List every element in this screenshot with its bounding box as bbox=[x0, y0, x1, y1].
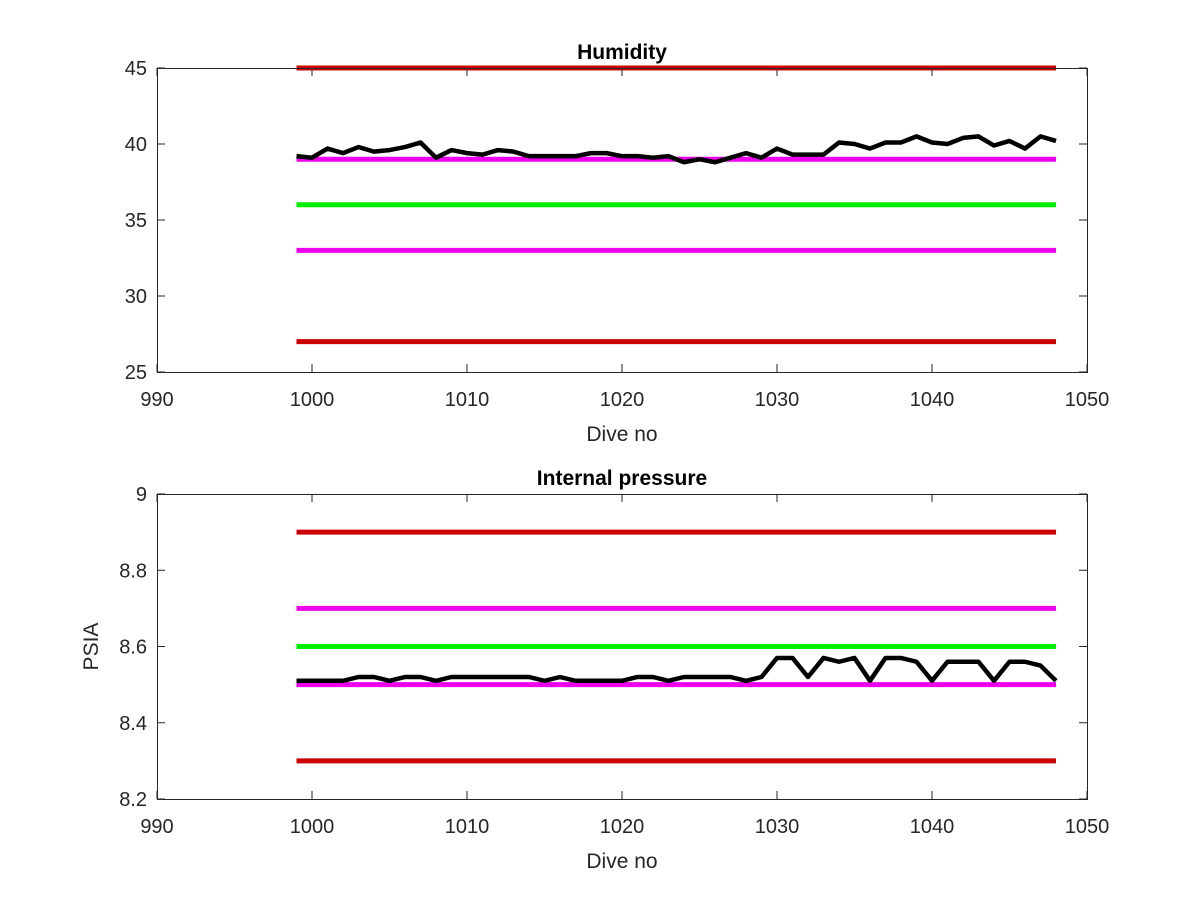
pressure-series-line bbox=[296, 655, 1058, 684]
humidity-x-tick-label: 1050 bbox=[1065, 389, 1110, 411]
humidity-plot-area bbox=[157, 68, 1087, 372]
humidity-x-tick-label: 1030 bbox=[755, 389, 800, 411]
pressure-y-axis-label: PSIA bbox=[80, 623, 103, 671]
pressure-x-tick-label: 1000 bbox=[290, 816, 335, 838]
pressure-y-tick-label: 8.4 bbox=[119, 713, 147, 735]
pressure-x-tick-label: 1040 bbox=[910, 816, 955, 838]
pressure-x-tick-label: 1050 bbox=[1065, 816, 1110, 838]
pressure-y-tick-label: 9 bbox=[136, 484, 147, 506]
pressure-x-tick-label: 1030 bbox=[755, 816, 800, 838]
pressure-y-tick-label: 8.8 bbox=[119, 560, 147, 582]
humidity-y-tick-label: 35 bbox=[125, 210, 147, 232]
pressure-x-axis-label: Dive no bbox=[586, 850, 657, 873]
humidity-chart: 990 1000 1010 1020 1030 1040 1050 25 30 35 40 45 Hum… bbox=[125, 41, 1110, 446]
humidity-series-line bbox=[296, 134, 1057, 165]
pressure-title: Internal pressure bbox=[537, 467, 707, 490]
humidity-y-tick-label: 30 bbox=[125, 286, 147, 308]
humidity-y-tick-label: 25 bbox=[125, 362, 147, 384]
humidity-x-axis-label: Dive no bbox=[586, 423, 657, 446]
pressure-y-tick-label: 8.2 bbox=[119, 789, 147, 811]
pressure-x-tick-label: 990 bbox=[140, 816, 173, 838]
pressure-x-tick-label: 1010 bbox=[445, 816, 490, 838]
humidity-y-tick-label: 45 bbox=[125, 58, 147, 80]
pressure-y-tick-label: 8.6 bbox=[119, 637, 147, 659]
humidity-y-tick-label: 40 bbox=[125, 134, 147, 156]
humidity-x-tick-label: 990 bbox=[140, 389, 173, 411]
humidity-x-tick-label: 1020 bbox=[600, 389, 645, 411]
humidity-title: Humidity bbox=[577, 41, 667, 64]
humidity-x-tick-label: 1040 bbox=[910, 389, 955, 411]
humidity-x-tick-label: 1000 bbox=[290, 389, 335, 411]
pressure-chart: 990 1000 1010 1020 1030 1040 1050 8.2 8.4 8.6 8.8 9… bbox=[80, 467, 1109, 873]
pressure-x-tick-label: 1020 bbox=[600, 816, 645, 838]
humidity-x-tick-label: 1010 bbox=[445, 389, 490, 411]
